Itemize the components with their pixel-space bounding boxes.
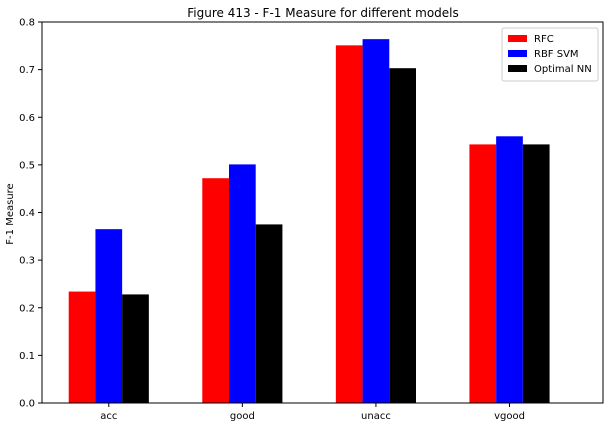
- x-tick-label: good: [230, 411, 255, 422]
- bar-optimal-nn-acc: [122, 294, 149, 403]
- bar-rfc-vgood: [469, 144, 497, 403]
- y-tick-label: 0.2: [19, 303, 35, 314]
- bar-rbf-svm-unacc: [362, 39, 390, 404]
- bar-rfc-unacc: [335, 45, 363, 404]
- y-tick-label: 0.3: [19, 256, 35, 267]
- bar-optimal-nn-unacc: [389, 68, 416, 403]
- legend-swatch: [508, 65, 527, 72]
- bar-optimal-nn-vgood: [522, 144, 550, 403]
- y-tick-label: 0.7: [19, 65, 35, 76]
- y-tick-label: 0.6: [19, 113, 35, 124]
- bar-optimal-nn-good: [255, 224, 283, 403]
- legend: RFC RBF SVM Optimal NN: [501, 27, 599, 82]
- legend-swatch: [508, 35, 527, 42]
- y-tick-label: 0.1: [19, 351, 35, 362]
- chart-title: Figure 413 - F-1 Measure for different m…: [187, 6, 459, 20]
- legend-label: RFC: [534, 34, 554, 45]
- bar-rbf-svm-vgood: [496, 136, 523, 404]
- legend-swatch: [508, 50, 527, 57]
- legend-label: RBF SVM: [534, 49, 579, 60]
- legend-label: Optimal NN: [534, 64, 592, 75]
- bars-group: [68, 39, 550, 404]
- x-tick-label: unacc: [361, 411, 391, 422]
- y-axis-title: F-1 Measure: [5, 183, 16, 244]
- y-axis: 0.0 0.1 0.2 0.3 0.4 0.5 0.6 0.7 0.8: [19, 18, 42, 410]
- plot-frame: [41, 21, 604, 404]
- bar-rfc-acc: [68, 291, 96, 403]
- x-tick-label: acc: [100, 411, 117, 422]
- y-tick-label: 0.5: [19, 160, 35, 171]
- bar-rfc-good: [202, 178, 229, 403]
- bar-rbf-svm-acc: [95, 229, 123, 403]
- y-tick-label: 0.4: [19, 208, 35, 219]
- y-tick-label: 0.8: [19, 18, 35, 29]
- y-tick-label: 0.0: [19, 399, 35, 410]
- x-tick-label: vgood: [494, 411, 525, 422]
- x-axis: acc good unacc vgood: [100, 403, 525, 422]
- bar-rbf-svm-good: [229, 164, 256, 403]
